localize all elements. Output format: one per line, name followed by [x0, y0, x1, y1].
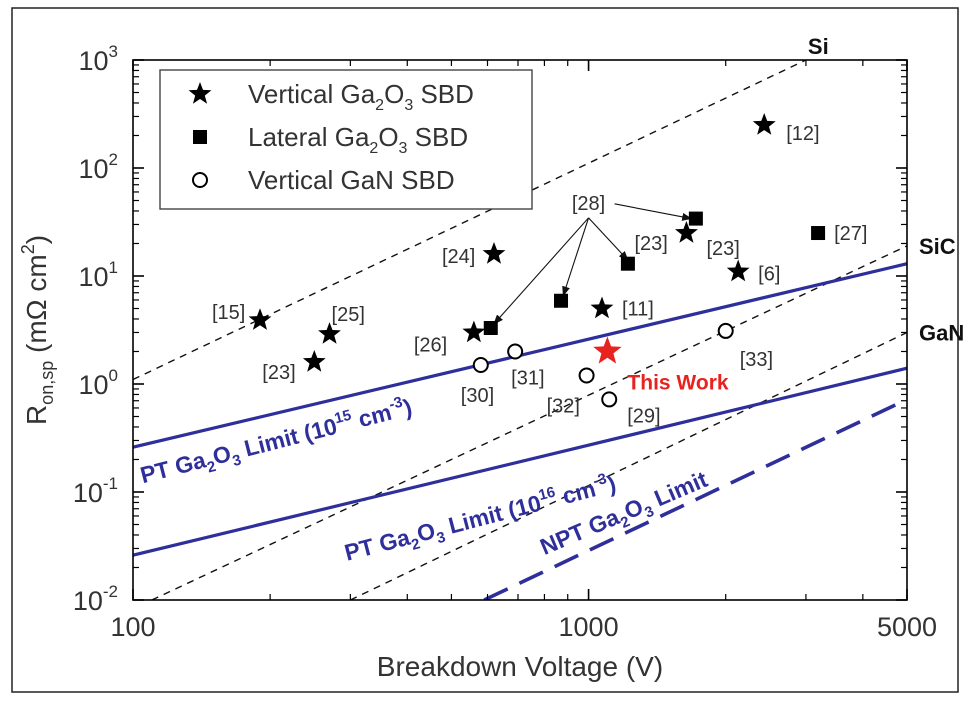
point-label: [11] — [622, 299, 654, 321]
point-label: [33] — [740, 349, 773, 371]
legend-marker-circle — [192, 172, 208, 188]
this-work-marker — [593, 336, 622, 364]
point-label: [25] — [332, 304, 365, 326]
legend-box — [159, 69, 533, 210]
data-point-star — [675, 221, 698, 243]
annotation-arrow — [562, 217, 590, 297]
data-point-circle — [601, 391, 618, 408]
point-label: [27] — [834, 223, 867, 245]
data-point-square — [554, 293, 569, 308]
x-tick-label: 100 — [110, 612, 155, 642]
data-point-circle — [578, 367, 595, 384]
point-label: [31] — [511, 367, 544, 389]
annotation-arrow — [588, 217, 629, 261]
x-tick-label: 5000 — [877, 612, 937, 642]
y-tick-label: 101 — [78, 258, 118, 292]
y-tick-label: 10-1 — [73, 474, 118, 508]
point-label: [30] — [461, 385, 494, 407]
data-point-star — [590, 296, 614, 319]
data-point-square — [811, 226, 826, 241]
legend-entry-label: Vertical GaN SBD — [248, 165, 455, 195]
y-tick-label: 102 — [78, 150, 118, 184]
limit-label-pt16: PT Ga2O3 Limit (1016 cm-3) — [341, 468, 620, 570]
data-point-star — [318, 322, 341, 344]
annotation-arrow — [614, 203, 693, 221]
legend-marker-star — [188, 82, 212, 104]
limit-label-sic: SiC — [919, 234, 956, 259]
point-label: [23] — [634, 233, 667, 255]
legend-entry-label: Lateral Ga2O3 SBD — [248, 122, 468, 157]
data-point-star — [248, 308, 272, 330]
point-label: [6] — [758, 264, 780, 286]
limit-line-pt16 — [133, 366, 907, 557]
point-label: [23] — [706, 238, 739, 260]
plot-area-frame — [132, 59, 908, 601]
point-label: [12] — [786, 123, 819, 145]
point-label: [23] — [262, 362, 295, 384]
point-label: [29] — [627, 405, 660, 427]
legend-marker-square — [193, 130, 207, 144]
y-tick-label: 100 — [78, 366, 118, 400]
data-point-circle — [717, 322, 734, 339]
limit-label-si: Si — [808, 34, 829, 59]
point-label: [15] — [212, 302, 245, 324]
this-work-label: This Work — [627, 371, 728, 394]
data-point-star — [482, 242, 506, 264]
y-axis-label: Ron,sp (mΩ cm2) — [18, 235, 57, 425]
data-point-circle — [507, 343, 524, 360]
x-tick-label: 1000 — [559, 612, 619, 642]
y-tick-label: 10-2 — [73, 582, 118, 616]
point-label: [26] — [414, 334, 447, 356]
data-point-square — [620, 256, 635, 271]
y-tick-label: 103 — [78, 42, 118, 76]
annotation-arrow — [493, 217, 589, 325]
point-label: [24] — [442, 246, 475, 268]
annotation-ref-28: [28] — [572, 193, 605, 215]
data-point-star — [462, 320, 486, 343]
limit-label-gan: GaN — [919, 320, 964, 345]
x-axis-label: Breakdown Voltage (V) — [377, 651, 663, 682]
data-point-circle — [472, 356, 489, 373]
data-point-star — [302, 350, 326, 372]
point-label: [32] — [547, 395, 580, 417]
data-point-star — [752, 113, 776, 135]
data-point-star — [726, 259, 750, 282]
limit-line-sic — [151, 245, 907, 600]
data-point-square — [483, 321, 498, 336]
data-point-square — [688, 211, 703, 226]
legend-entry-label: Vertical Ga2O3 SBD — [248, 79, 474, 114]
